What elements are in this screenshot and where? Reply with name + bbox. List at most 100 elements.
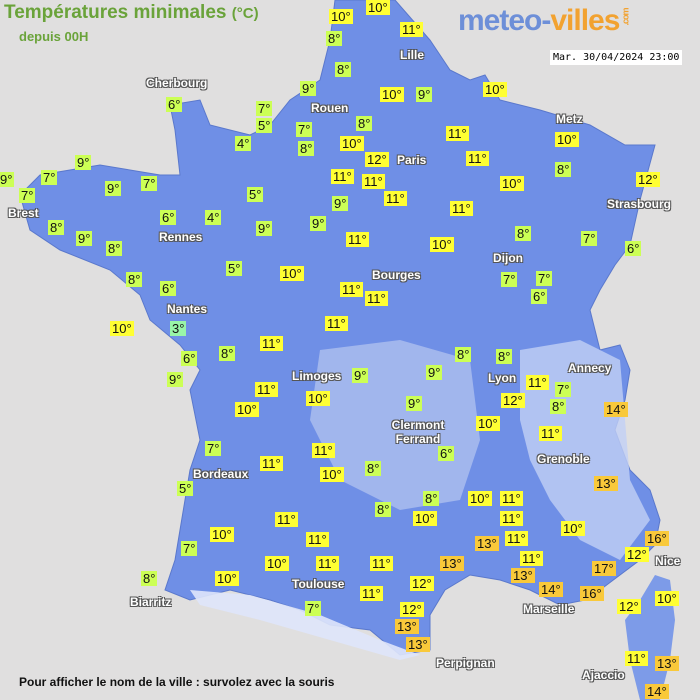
- temperature-reading[interactable]: 11°: [346, 232, 369, 247]
- temperature-reading[interactable]: 11°: [446, 126, 469, 141]
- temperature-reading[interactable]: 16°: [580, 586, 604, 601]
- temperature-reading[interactable]: 6°: [166, 97, 183, 112]
- temperature-reading[interactable]: 11°: [520, 551, 543, 566]
- temperature-reading[interactable]: 9°: [310, 216, 327, 231]
- meteo-villes-logo[interactable]: meteo-villes .com: [458, 4, 636, 38]
- temperature-reading[interactable]: 13°: [594, 476, 618, 491]
- temperature-reading[interactable]: 7°: [501, 272, 518, 287]
- temperature-reading[interactable]: 13°: [395, 619, 419, 634]
- temperature-reading[interactable]: 10°: [468, 491, 492, 506]
- temperature-reading[interactable]: 6°: [160, 210, 177, 225]
- temperature-reading[interactable]: 11°: [312, 443, 335, 458]
- temperature-reading[interactable]: 9°: [76, 231, 93, 246]
- temperature-reading[interactable]: 8°: [455, 347, 472, 362]
- temperature-reading[interactable]: 6°: [438, 446, 455, 461]
- temperature-reading[interactable]: 10°: [430, 237, 454, 252]
- temperature-reading[interactable]: 10°: [483, 82, 507, 97]
- temperature-reading[interactable]: 8°: [335, 62, 352, 77]
- temperature-reading[interactable]: 8°: [375, 502, 392, 517]
- temperature-reading[interactable]: 7°: [305, 601, 322, 616]
- temperature-reading[interactable]: 11°: [500, 491, 523, 506]
- temperature-reading[interactable]: 7°: [296, 122, 313, 137]
- temperature-reading[interactable]: 11°: [306, 532, 329, 547]
- temperature-reading[interactable]: 10°: [476, 416, 500, 431]
- temperature-reading[interactable]: 7°: [141, 176, 158, 191]
- temperature-reading[interactable]: 9°: [352, 368, 369, 383]
- temperature-reading[interactable]: 5°: [177, 481, 194, 496]
- temperature-reading[interactable]: 7°: [581, 231, 598, 246]
- temperature-reading[interactable]: 7°: [256, 101, 273, 116]
- temperature-reading[interactable]: 9°: [75, 155, 92, 170]
- temperature-reading[interactable]: 10°: [555, 132, 579, 147]
- temperature-reading[interactable]: 10°: [655, 591, 679, 606]
- temperature-reading[interactable]: 11°: [255, 382, 278, 397]
- temperature-reading[interactable]: 11°: [260, 336, 283, 351]
- temperature-reading[interactable]: 8°: [141, 571, 158, 586]
- temperature-reading[interactable]: 8°: [126, 272, 143, 287]
- temperature-reading[interactable]: 11°: [365, 291, 388, 306]
- temperature-reading[interactable]: 11°: [384, 191, 407, 206]
- temperature-reading[interactable]: 6°: [625, 241, 642, 256]
- temperature-reading[interactable]: 10°: [215, 571, 239, 586]
- temperature-reading[interactable]: 13°: [406, 637, 430, 652]
- temperature-reading[interactable]: 11°: [539, 426, 562, 441]
- temperature-reading[interactable]: 14°: [645, 684, 669, 699]
- temperature-reading[interactable]: 9°: [426, 365, 443, 380]
- temperature-reading[interactable]: 8°: [365, 461, 382, 476]
- temperature-reading[interactable]: 12°: [501, 393, 525, 408]
- temperature-reading[interactable]: 9°: [0, 172, 15, 187]
- temperature-reading[interactable]: 13°: [440, 556, 464, 571]
- temperature-reading[interactable]: 13°: [655, 656, 679, 671]
- temperature-reading[interactable]: 11°: [526, 375, 549, 390]
- temperature-reading[interactable]: 7°: [41, 170, 58, 185]
- temperature-reading[interactable]: 12°: [410, 576, 434, 591]
- temperature-reading[interactable]: 8°: [496, 349, 513, 364]
- temperature-reading[interactable]: 5°: [256, 118, 273, 133]
- temperature-reading[interactable]: 7°: [19, 188, 36, 203]
- temperature-reading[interactable]: 11°: [500, 511, 523, 526]
- temperature-reading[interactable]: 9°: [300, 81, 317, 96]
- temperature-reading[interactable]: 5°: [226, 261, 243, 276]
- temperature-reading[interactable]: 8°: [515, 226, 532, 241]
- temperature-reading[interactable]: 10°: [320, 467, 344, 482]
- temperature-reading[interactable]: 11°: [466, 151, 489, 166]
- temperature-reading[interactable]: 8°: [48, 220, 65, 235]
- temperature-reading[interactable]: 7°: [536, 271, 553, 286]
- temperature-reading[interactable]: 4°: [205, 210, 222, 225]
- temperature-reading[interactable]: 9°: [416, 87, 433, 102]
- temperature-reading[interactable]: 10°: [110, 321, 134, 336]
- temperature-reading[interactable]: 10°: [340, 136, 364, 151]
- temperature-reading[interactable]: 12°: [365, 152, 389, 167]
- temperature-reading[interactable]: 10°: [329, 9, 353, 24]
- temperature-reading[interactable]: 9°: [256, 221, 273, 236]
- temperature-reading[interactable]: 11°: [625, 651, 648, 666]
- temperature-reading[interactable]: 7°: [205, 441, 222, 456]
- temperature-reading[interactable]: 5°: [247, 187, 264, 202]
- temperature-reading[interactable]: 6°: [160, 281, 177, 296]
- temperature-reading[interactable]: 9°: [167, 372, 184, 387]
- temperature-reading[interactable]: 10°: [366, 0, 390, 15]
- temperature-reading[interactable]: 11°: [340, 282, 363, 297]
- temperature-reading[interactable]: 10°: [280, 266, 304, 281]
- temperature-reading[interactable]: 13°: [475, 536, 499, 551]
- temperature-reading[interactable]: 6°: [181, 351, 198, 366]
- temperature-reading[interactable]: 12°: [400, 602, 424, 617]
- temperature-reading[interactable]: 4°: [235, 136, 252, 151]
- temperature-reading[interactable]: 14°: [539, 582, 563, 597]
- temperature-reading[interactable]: 8°: [555, 162, 572, 177]
- temperature-reading[interactable]: 3°: [170, 321, 187, 336]
- temperature-reading[interactable]: 11°: [260, 456, 283, 471]
- temperature-reading[interactable]: 11°: [505, 531, 528, 546]
- temperature-reading[interactable]: 8°: [550, 399, 567, 414]
- temperature-reading[interactable]: 10°: [380, 87, 404, 102]
- temperature-reading[interactable]: 10°: [235, 402, 259, 417]
- temperature-reading[interactable]: 13°: [511, 568, 535, 583]
- temperature-reading[interactable]: 9°: [406, 396, 423, 411]
- temperature-reading[interactable]: 9°: [105, 181, 122, 196]
- temperature-reading[interactable]: 8°: [326, 31, 343, 46]
- temperature-reading[interactable]: 8°: [298, 141, 315, 156]
- temperature-reading[interactable]: 14°: [604, 402, 628, 417]
- temperature-reading[interactable]: 10°: [413, 511, 437, 526]
- temperature-reading[interactable]: 10°: [561, 521, 585, 536]
- temperature-reading[interactable]: 9°: [332, 196, 349, 211]
